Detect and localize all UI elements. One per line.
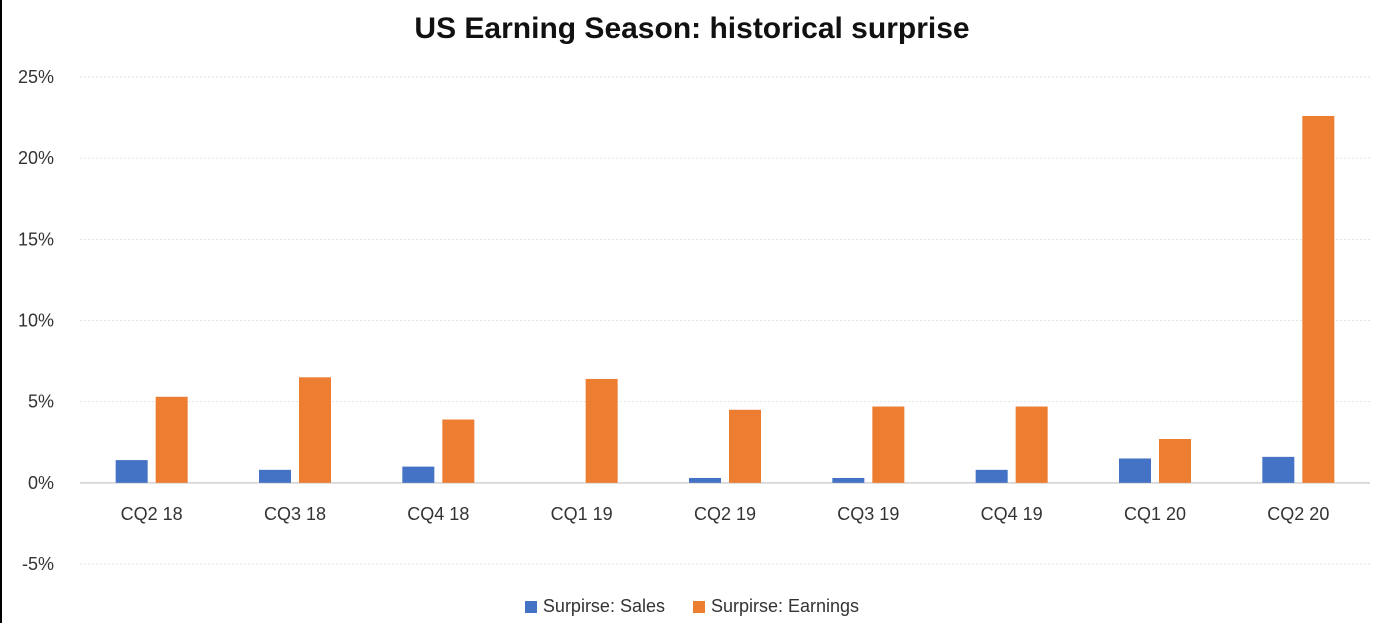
x-tick-label: CQ1 20 bbox=[1124, 504, 1186, 524]
bar-sales bbox=[1119, 458, 1151, 483]
bar-earnings bbox=[1015, 406, 1048, 483]
y-tick-label: 10% bbox=[18, 311, 54, 331]
y-tick-label: 0% bbox=[28, 473, 54, 493]
bar-sales bbox=[115, 460, 148, 483]
x-tick-label: CQ3 19 bbox=[837, 504, 899, 524]
legend-item-earnings: Surpirse: Earnings bbox=[692, 596, 860, 617]
chart-title: US Earning Season: historical surprise bbox=[414, 12, 970, 45]
bar-sales bbox=[975, 469, 1008, 483]
y-tick-label: 5% bbox=[28, 392, 54, 412]
x-tick-label: CQ2 19 bbox=[694, 504, 756, 524]
bar-sales bbox=[259, 469, 291, 483]
bar-earnings bbox=[872, 406, 905, 483]
bar-sales bbox=[689, 477, 721, 483]
legend-swatch-sales bbox=[524, 600, 537, 613]
y-tick-label: -5% bbox=[22, 554, 54, 574]
bar-sales bbox=[1262, 456, 1295, 483]
bar-sales bbox=[832, 477, 865, 483]
y-tick-label: 25% bbox=[18, 67, 54, 87]
x-tick-label: CQ2 18 bbox=[121, 504, 183, 524]
legend-label-earnings: Surpirse: Earnings bbox=[710, 596, 860, 616]
x-tick-label: CQ4 18 bbox=[407, 504, 469, 524]
bar-earnings bbox=[155, 396, 188, 483]
x-tick-label: CQ1 19 bbox=[551, 504, 613, 524]
bar-earnings bbox=[299, 377, 331, 483]
y-tick-label: 20% bbox=[18, 148, 54, 168]
legend-swatch-earnings bbox=[692, 600, 705, 613]
x-tick-label: CQ4 19 bbox=[981, 504, 1043, 524]
bar-earnings bbox=[1159, 439, 1191, 483]
x-tick-label: CQ3 18 bbox=[264, 504, 326, 524]
bar-sales bbox=[402, 466, 435, 483]
legend: Surpirse: Sales Surpirse: Earnings bbox=[2, 596, 1380, 617]
bar-earnings bbox=[1302, 115, 1335, 483]
y-tick-label: 15% bbox=[18, 229, 54, 249]
x-tick-label: CQ2 20 bbox=[1267, 504, 1329, 524]
legend-label-sales: Surpirse: Sales bbox=[542, 596, 665, 616]
bar-earnings bbox=[442, 419, 475, 483]
legend-item-sales: Surpirse: Sales bbox=[524, 596, 665, 617]
bar-earnings bbox=[729, 409, 761, 483]
bar-earnings bbox=[585, 378, 618, 483]
